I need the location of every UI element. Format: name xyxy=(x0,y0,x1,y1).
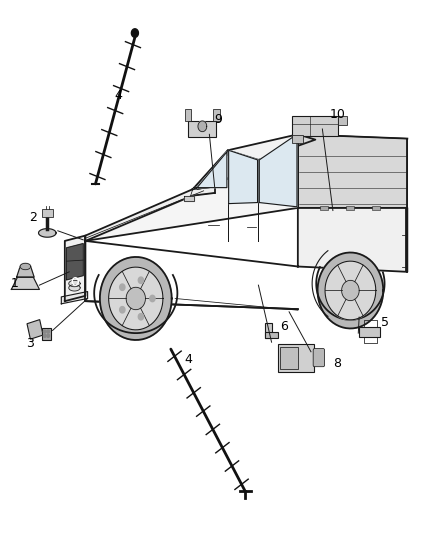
Text: 6: 6 xyxy=(280,320,288,333)
Polygon shape xyxy=(100,257,172,340)
Bar xyxy=(372,206,380,210)
Bar xyxy=(338,116,347,125)
Text: 10: 10 xyxy=(329,108,345,121)
Bar xyxy=(292,116,338,136)
Polygon shape xyxy=(43,330,46,333)
Polygon shape xyxy=(259,134,297,207)
Polygon shape xyxy=(184,196,194,201)
Text: 5: 5 xyxy=(381,316,389,329)
Bar xyxy=(42,209,53,217)
Text: 1: 1 xyxy=(11,277,18,290)
Text: 3: 3 xyxy=(26,337,34,350)
Polygon shape xyxy=(194,152,227,189)
Polygon shape xyxy=(69,280,80,287)
Polygon shape xyxy=(215,134,315,187)
Text: 2: 2 xyxy=(29,211,37,224)
Polygon shape xyxy=(198,121,207,132)
Bar xyxy=(359,327,380,337)
Polygon shape xyxy=(325,261,376,320)
Polygon shape xyxy=(47,330,49,333)
Polygon shape xyxy=(11,277,39,289)
Polygon shape xyxy=(138,313,144,320)
Polygon shape xyxy=(120,284,125,290)
Bar xyxy=(265,332,278,338)
Text: 4: 4 xyxy=(184,353,192,366)
Bar xyxy=(265,323,272,338)
Polygon shape xyxy=(298,134,407,208)
Polygon shape xyxy=(85,187,215,243)
Polygon shape xyxy=(120,306,125,313)
Polygon shape xyxy=(85,134,298,241)
Bar xyxy=(27,320,43,339)
Polygon shape xyxy=(318,253,383,328)
Text: 8: 8 xyxy=(333,357,341,370)
Bar xyxy=(278,344,314,372)
FancyBboxPatch shape xyxy=(313,349,325,367)
Bar xyxy=(185,109,191,121)
Polygon shape xyxy=(150,295,155,302)
Polygon shape xyxy=(109,267,163,330)
Polygon shape xyxy=(131,29,138,37)
Text: 9: 9 xyxy=(214,114,222,126)
Bar xyxy=(346,206,354,210)
Polygon shape xyxy=(39,229,56,237)
Polygon shape xyxy=(17,266,34,277)
Text: 4: 4 xyxy=(114,90,122,102)
Polygon shape xyxy=(65,236,85,301)
Polygon shape xyxy=(229,150,258,204)
Polygon shape xyxy=(43,334,46,337)
Polygon shape xyxy=(126,287,145,310)
Polygon shape xyxy=(67,244,83,280)
Polygon shape xyxy=(61,292,88,304)
Polygon shape xyxy=(193,150,258,189)
Polygon shape xyxy=(47,334,49,337)
Bar xyxy=(292,135,303,143)
Polygon shape xyxy=(298,208,407,272)
Bar xyxy=(320,206,328,210)
Polygon shape xyxy=(138,277,144,284)
Polygon shape xyxy=(20,263,31,270)
Polygon shape xyxy=(69,285,80,291)
Bar xyxy=(213,109,220,121)
Bar xyxy=(42,328,51,340)
Bar xyxy=(188,121,216,137)
Bar xyxy=(280,347,298,369)
Polygon shape xyxy=(342,280,359,301)
